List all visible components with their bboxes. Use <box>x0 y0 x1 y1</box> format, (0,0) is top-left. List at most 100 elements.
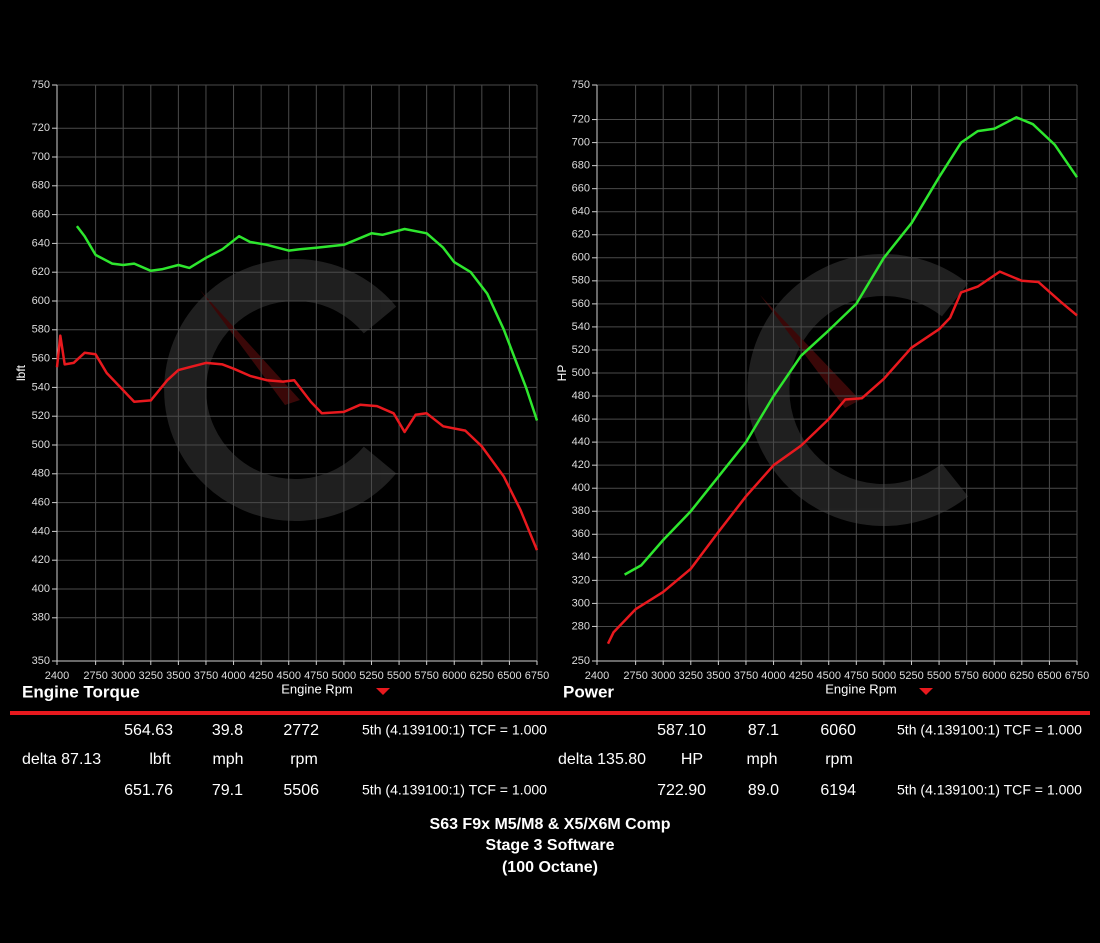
y-tick-label: 320 <box>572 574 590 586</box>
x-tick-label: 4500 <box>276 670 300 682</box>
readout-value: 89.0 <box>748 782 779 799</box>
x-tick-label: 4250 <box>789 670 813 682</box>
y-tick-label: 700 <box>572 137 590 149</box>
readout-value: 87.1 <box>748 722 779 739</box>
y-tick-label: 500 <box>572 367 590 379</box>
readout-value: 722.90 <box>657 782 706 799</box>
x-tick-label: 2400 <box>585 670 609 682</box>
x-tick-label: 3000 <box>651 670 675 682</box>
readout-unit: mph <box>212 751 243 768</box>
x-tick-label: 4750 <box>304 670 328 682</box>
readout-gear: 5th (4.139100:1) TCF = 1.000 <box>897 782 1082 798</box>
x-axis-label: Engine Rpm <box>281 681 353 696</box>
x-tick-label: 4750 <box>844 670 868 682</box>
x-tick-label: 6250 <box>1010 670 1034 682</box>
readout-value: 5506 <box>283 782 319 799</box>
x-tick-label: 6500 <box>1037 670 1061 682</box>
y-tick-label: 360 <box>572 528 590 540</box>
y-axis-label: HP <box>555 365 569 382</box>
y-tick-label: 440 <box>32 525 50 537</box>
y-tick-label: 380 <box>32 612 50 624</box>
watermark <box>164 259 397 521</box>
readout-unit: rpm <box>825 751 853 768</box>
readout-unit: HP <box>681 751 703 768</box>
x-tick-label: 3750 <box>734 670 758 682</box>
y-tick-label: 280 <box>572 620 590 632</box>
readout-gear: 5th (4.139100:1) TCF = 1.000 <box>897 722 1082 738</box>
readout-value: 79.1 <box>212 782 243 799</box>
y-tick-label: 620 <box>572 229 590 241</box>
y-tick-label: 700 <box>32 151 50 163</box>
readout-delta: delta 87.13 <box>22 751 101 768</box>
y-tick-label: 750 <box>32 79 50 91</box>
chart-title: Power <box>563 682 614 701</box>
x-tick-label: 6750 <box>525 670 549 682</box>
marker <box>376 688 390 695</box>
y-tick-label: 520 <box>32 410 50 422</box>
x-tick-label: 4000 <box>761 670 785 682</box>
readout-unit: lbft <box>149 751 171 768</box>
readout-value: 651.76 <box>124 782 173 799</box>
x-tick-label: 6000 <box>442 670 466 682</box>
x-tick-label: 6250 <box>470 670 494 682</box>
data-line <box>75 225 539 421</box>
readout-value: 6194 <box>820 782 856 799</box>
x-tick-label: 5250 <box>899 670 923 682</box>
y-tick-label: 480 <box>572 390 590 402</box>
y-tick-label: 400 <box>32 583 50 595</box>
watermark <box>747 254 969 526</box>
x-tick-label: 3250 <box>139 670 163 682</box>
x-tick-label: 3500 <box>166 670 190 682</box>
y-tick-label: 720 <box>572 113 590 125</box>
readout-unit: mph <box>746 751 777 768</box>
readout-value: 6060 <box>820 722 856 739</box>
y-tick-label: 560 <box>32 353 50 365</box>
y-tick-label: 500 <box>32 439 50 451</box>
x-tick-label: 5750 <box>954 670 978 682</box>
y-tick-label: 540 <box>32 381 50 393</box>
y-tick-label: 600 <box>32 295 50 307</box>
y-tick-label: 400 <box>572 482 590 494</box>
y-tick-label: 420 <box>572 459 590 471</box>
x-tick-label: 3500 <box>706 670 730 682</box>
y-tick-label: 350 <box>32 655 50 667</box>
x-tick-label: 4500 <box>816 670 840 682</box>
x-tick-label: 5000 <box>332 670 356 682</box>
readout-value: 587.10 <box>657 722 706 739</box>
readout-value: 2772 <box>283 722 319 739</box>
x-tick-label: 6750 <box>1065 670 1089 682</box>
y-tick-label: 380 <box>572 505 590 517</box>
y-tick-label: 580 <box>32 324 50 336</box>
y-tick-label: 520 <box>572 344 590 356</box>
y-axis-label: lbft <box>14 364 28 381</box>
marker <box>919 688 933 695</box>
y-tick-label: 750 <box>572 79 590 91</box>
y-tick-label: 720 <box>32 122 50 134</box>
y-tick-label: 250 <box>572 655 590 667</box>
x-tick-label: 2750 <box>623 670 647 682</box>
data-line <box>606 270 1078 645</box>
y-tick-label: 340 <box>572 551 590 563</box>
y-tick-label: 600 <box>572 252 590 264</box>
x-tick-label: 4000 <box>221 670 245 682</box>
readout-gear: 5th (4.139100:1) TCF = 1.000 <box>362 722 547 738</box>
x-tick-label: 5750 <box>414 670 438 682</box>
x-tick-label: 2400 <box>45 670 69 682</box>
y-tick-label: 660 <box>572 183 590 195</box>
x-tick-label: 6000 <box>982 670 1006 682</box>
y-tick-label: 660 <box>32 209 50 221</box>
y-tick-label: 640 <box>32 237 50 249</box>
y-tick-label: 680 <box>32 180 50 192</box>
data-line <box>623 116 1079 576</box>
readout-gear: 5th (4.139100:1) TCF = 1.000 <box>362 782 547 798</box>
y-tick-label: 300 <box>572 597 590 609</box>
y-tick-label: 640 <box>572 206 590 218</box>
x-tick-label: 4250 <box>249 670 273 682</box>
y-tick-label: 540 <box>572 321 590 333</box>
caption-line: Stage 3 Software <box>486 837 615 854</box>
x-tick-label: 5000 <box>872 670 896 682</box>
y-tick-label: 480 <box>32 468 50 480</box>
caption-line: (100 Octane) <box>502 859 598 876</box>
y-tick-label: 420 <box>32 554 50 566</box>
